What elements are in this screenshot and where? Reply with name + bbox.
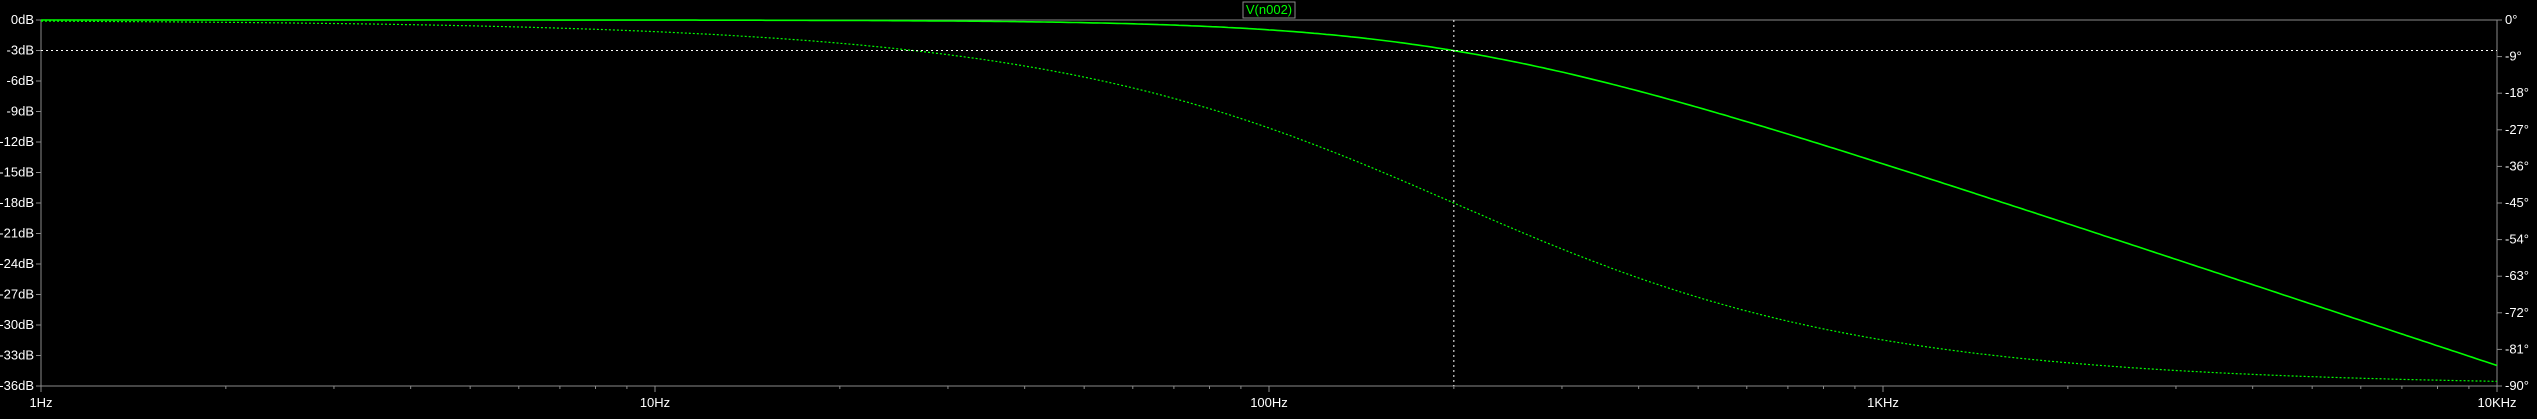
- y-left-tick-label: -30dB: [0, 317, 34, 332]
- magnitude-trace: [41, 20, 2497, 366]
- y-right-tick-label: -72°: [2505, 305, 2529, 320]
- y-left-tick-label: -18dB: [0, 195, 34, 210]
- y-right-tick-label: -90°: [2505, 378, 2529, 393]
- y-right-tick-label: -36°: [2505, 158, 2529, 173]
- y-left-tick-label: -33dB: [0, 348, 34, 363]
- y-right-tick-label: -54°: [2505, 232, 2529, 247]
- y-left-tick-label: -9dB: [7, 104, 34, 119]
- y-left-tick-label: 0dB: [11, 12, 34, 27]
- y-left-tick-label: -21dB: [0, 226, 34, 241]
- phase-trace: [41, 21, 2497, 381]
- ticks-layer: 1Hz 10Hz 100Hz 1KHz 10KHz 0dB -3dB -6dB -9dB -12d…: [0, 12, 2529, 410]
- y-left-tick-label: -36dB: [0, 378, 34, 393]
- plot-frame: [41, 20, 2497, 386]
- x-tick-label: 100Hz: [1250, 395, 1288, 410]
- y-right-tick-label: -81°: [2505, 341, 2529, 356]
- cursor-layer: [41, 20, 2497, 386]
- y-left-tick-label: -27dB: [0, 287, 34, 302]
- x-tick-label: 10KHz: [2477, 395, 2516, 410]
- y-right-tick-label: 0°: [2505, 12, 2517, 27]
- axes-layer: [41, 20, 2497, 386]
- y-right-tick-label: -27°: [2505, 122, 2529, 137]
- trace-label-group[interactable]: V(n002): [1243, 2, 1295, 18]
- y-right-tick-label: -18°: [2505, 85, 2529, 100]
- y-left-tick-label: -24dB: [0, 256, 34, 271]
- y-right-tick-label: -63°: [2505, 268, 2529, 283]
- x-tick-label: 10Hz: [640, 395, 670, 410]
- y-left-tick-label: -3dB: [7, 43, 34, 58]
- y-left-tick-label: -6dB: [7, 73, 34, 88]
- traces-layer: [41, 20, 2497, 381]
- y-left-tick-label: -12dB: [0, 134, 34, 149]
- y-left-tick-label: -15dB: [0, 165, 34, 180]
- y-right-tick-label: -45°: [2505, 195, 2529, 210]
- trace-label[interactable]: V(n002): [1246, 2, 1292, 17]
- y-right-tick-label: -9°: [2505, 49, 2522, 64]
- x-tick-label: 1KHz: [1867, 395, 1899, 410]
- x-tick-label: 1Hz: [29, 395, 52, 410]
